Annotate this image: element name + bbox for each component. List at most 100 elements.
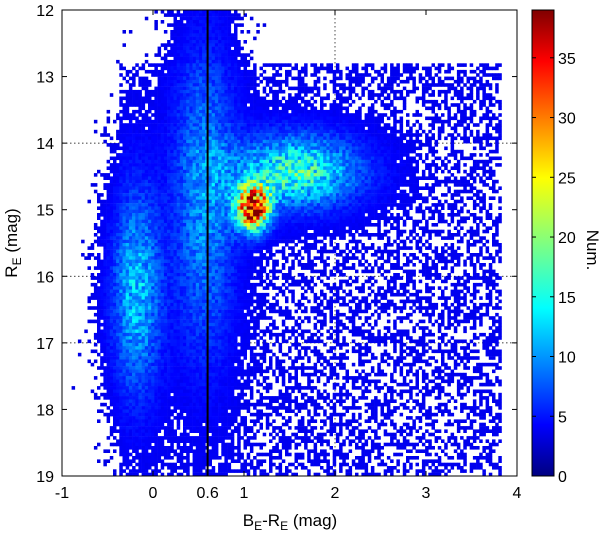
density-cell xyxy=(437,103,442,107)
density-cell xyxy=(144,166,149,170)
density-cell xyxy=(208,193,212,197)
density-cell xyxy=(227,89,232,94)
density-cell xyxy=(167,143,171,147)
density-cell xyxy=(291,143,295,147)
density-cell xyxy=(160,146,165,151)
density-cell xyxy=(355,66,359,71)
density-cell xyxy=(355,79,359,84)
density-cell xyxy=(495,73,499,77)
density-cell xyxy=(167,203,171,207)
density-cell xyxy=(170,30,174,34)
density-cell xyxy=(173,69,177,74)
density-cell xyxy=(335,206,340,210)
density-cell xyxy=(345,149,349,154)
density-cell xyxy=(176,49,181,54)
density-cell xyxy=(450,193,455,197)
density-cell xyxy=(488,116,493,121)
density-cell xyxy=(307,109,311,114)
density-cell xyxy=(141,103,146,107)
density-cell xyxy=(253,209,257,214)
density-cell xyxy=(380,159,384,164)
density-cell xyxy=(463,176,467,180)
density-cell xyxy=(183,36,187,41)
density-cell xyxy=(406,153,410,157)
density-cell xyxy=(396,136,400,141)
density-cell xyxy=(304,126,308,131)
density-cell xyxy=(214,30,219,34)
density-cell xyxy=(208,173,212,177)
density-cell xyxy=(234,149,238,154)
density-cell xyxy=(183,56,187,61)
density-cell xyxy=(332,113,337,117)
density-cell xyxy=(167,93,171,97)
density-cell xyxy=(329,126,333,131)
density-cell xyxy=(402,69,407,74)
density-cell xyxy=(195,216,200,220)
density-cell xyxy=(116,146,120,151)
density-cell xyxy=(218,16,222,21)
density-cell xyxy=(173,189,177,194)
density-cell xyxy=(240,156,244,161)
density-cell xyxy=(434,163,439,167)
density-cell xyxy=(348,213,353,217)
density-cell xyxy=(189,169,193,174)
density-cell xyxy=(154,149,158,154)
density-cell xyxy=(297,213,302,217)
density-cell xyxy=(202,159,206,164)
density-cell xyxy=(160,79,165,84)
density-cell xyxy=(294,119,298,124)
density-cell xyxy=(224,206,228,210)
density-cell xyxy=(128,123,133,127)
density-cell xyxy=(211,46,216,51)
density-cell xyxy=(456,103,461,107)
density-cell xyxy=(157,199,162,204)
density-cell xyxy=(326,193,330,197)
density-cell xyxy=(313,213,318,217)
density-cell xyxy=(167,183,171,187)
density-cell xyxy=(163,53,168,57)
density-cell xyxy=(183,16,187,21)
density-cell xyxy=(154,159,158,164)
density-cell xyxy=(128,196,133,200)
density-cell xyxy=(179,53,184,57)
density-cell xyxy=(479,159,483,164)
density-cell xyxy=(469,86,474,91)
density-cell xyxy=(214,69,219,74)
density-cell xyxy=(243,66,247,71)
density-cell xyxy=(361,149,365,154)
density-cell xyxy=(265,186,270,190)
density-cell xyxy=(167,116,171,121)
density-cell xyxy=(151,106,155,111)
density-cell xyxy=(160,103,165,107)
density-cell xyxy=(488,203,493,207)
density-cell xyxy=(246,186,251,190)
density-cell xyxy=(138,159,142,164)
density-cell xyxy=(189,20,193,24)
density-cell xyxy=(272,63,276,67)
density-cell xyxy=(179,176,184,180)
density-cell xyxy=(399,169,404,174)
density-cell xyxy=(428,166,432,170)
density-cell xyxy=(367,186,372,190)
density-cell xyxy=(294,113,298,117)
density-cell xyxy=(246,119,251,124)
density-cell xyxy=(234,139,238,144)
density-cell xyxy=(393,109,397,114)
density-cell xyxy=(195,66,200,71)
density-cell xyxy=(425,136,429,141)
density-cell xyxy=(167,199,171,204)
density-cell xyxy=(386,183,391,187)
density-cell xyxy=(272,156,276,161)
density-cell xyxy=(103,199,107,204)
density-cell xyxy=(447,66,451,71)
density-cell xyxy=(288,213,292,217)
density-cell xyxy=(208,66,212,71)
density-cell xyxy=(272,179,276,184)
density-cell xyxy=(214,126,219,131)
density-cell xyxy=(485,176,490,180)
density-cell xyxy=(253,139,257,144)
density-cell xyxy=(240,63,244,67)
density-cell xyxy=(132,186,136,190)
density-cell xyxy=(234,59,238,64)
density-cell xyxy=(288,189,292,194)
